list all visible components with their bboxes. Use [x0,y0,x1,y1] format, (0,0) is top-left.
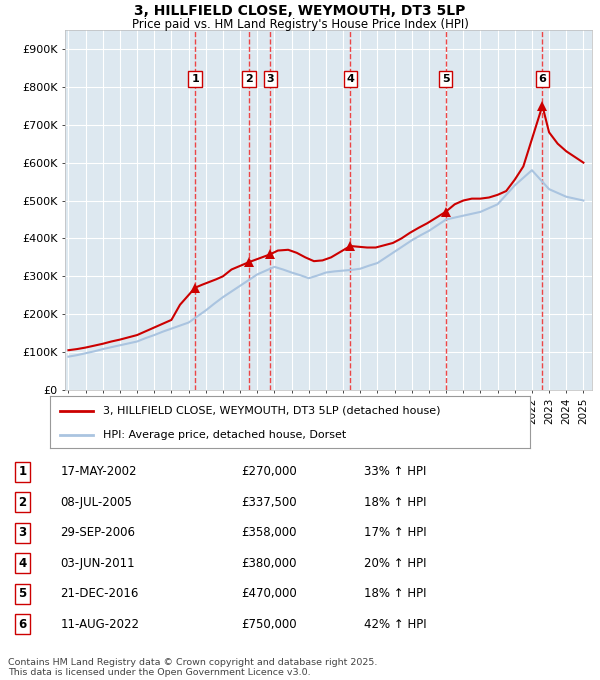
Text: 18% ↑ HPI: 18% ↑ HPI [364,588,427,600]
Text: 5: 5 [442,74,449,84]
Text: 3: 3 [19,526,26,539]
Text: 17-MAY-2002: 17-MAY-2002 [61,465,137,478]
Text: 03-JUN-2011: 03-JUN-2011 [61,557,135,570]
Text: £337,500: £337,500 [242,496,297,509]
Text: 1: 1 [191,74,199,84]
Text: 17% ↑ HPI: 17% ↑ HPI [364,526,427,539]
Text: £358,000: £358,000 [242,526,297,539]
Text: 4: 4 [19,557,27,570]
Text: £380,000: £380,000 [242,557,297,570]
Text: 3, HILLFIELD CLOSE, WEYMOUTH, DT3 5LP: 3, HILLFIELD CLOSE, WEYMOUTH, DT3 5LP [134,4,466,18]
Text: 4: 4 [346,74,354,84]
Text: 2: 2 [19,496,26,509]
Text: 18% ↑ HPI: 18% ↑ HPI [364,496,427,509]
Text: 6: 6 [538,74,547,84]
Text: 6: 6 [19,617,27,631]
Text: 33% ↑ HPI: 33% ↑ HPI [364,465,427,478]
Text: 21-DEC-2016: 21-DEC-2016 [61,588,139,600]
Text: Price paid vs. HM Land Registry's House Price Index (HPI): Price paid vs. HM Land Registry's House … [131,18,469,31]
Text: 11-AUG-2022: 11-AUG-2022 [61,617,140,631]
Text: £270,000: £270,000 [242,465,298,478]
Text: 42% ↑ HPI: 42% ↑ HPI [364,617,427,631]
Text: 3, HILLFIELD CLOSE, WEYMOUTH, DT3 5LP (detached house): 3, HILLFIELD CLOSE, WEYMOUTH, DT3 5LP (d… [103,405,440,415]
Text: Contains HM Land Registry data © Crown copyright and database right 2025.
This d: Contains HM Land Registry data © Crown c… [8,658,377,677]
Text: HPI: Average price, detached house, Dorset: HPI: Average price, detached house, Dors… [103,430,346,440]
Text: 2: 2 [245,74,253,84]
Text: 5: 5 [19,588,27,600]
Text: 20% ↑ HPI: 20% ↑ HPI [364,557,427,570]
Text: £470,000: £470,000 [242,588,298,600]
Text: £750,000: £750,000 [242,617,297,631]
Text: 1: 1 [19,465,26,478]
Text: 29-SEP-2006: 29-SEP-2006 [61,526,136,539]
Text: 08-JUL-2005: 08-JUL-2005 [61,496,133,509]
Text: 3: 3 [266,74,274,84]
